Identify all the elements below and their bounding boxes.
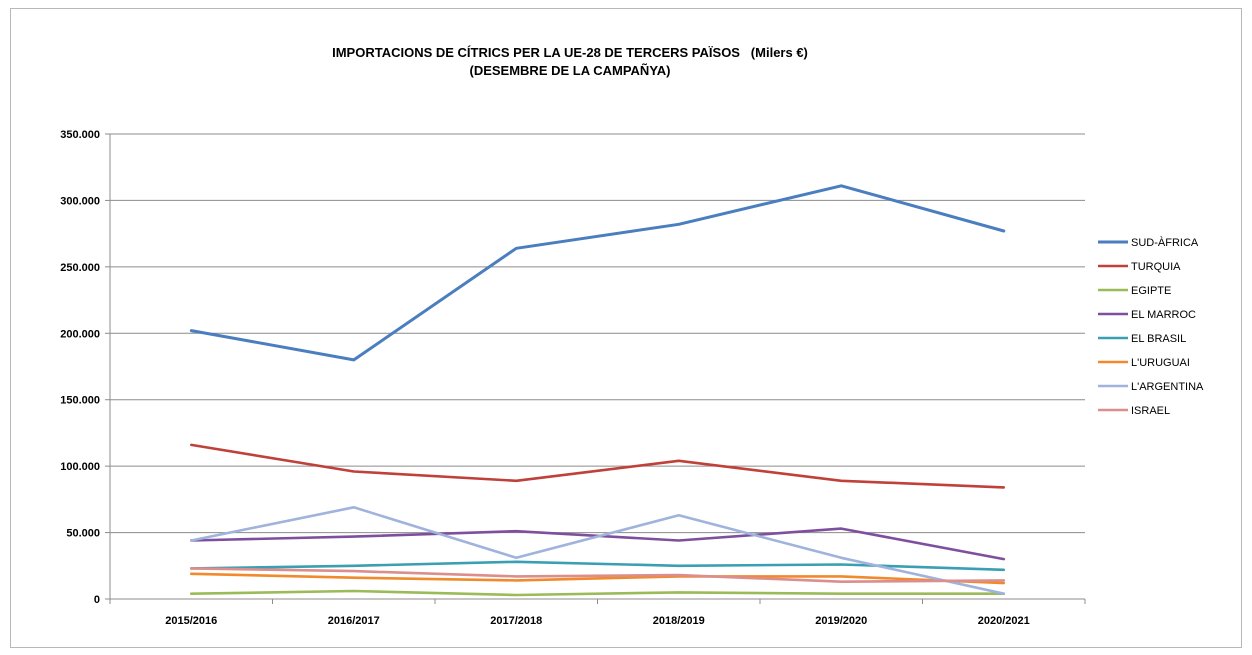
legend-label: EGIPTE (1131, 285, 1171, 297)
y-tick-label: 50.000 (66, 528, 100, 540)
series-line (189, 184, 1006, 362)
legend-label: L'ARGENTINA (1131, 381, 1204, 393)
x-tick-label: 2015/2016 (165, 615, 217, 627)
y-tick-label: 350.000 (60, 129, 100, 141)
series-line (190, 560, 1006, 572)
series-line (190, 527, 1006, 561)
legend-label: EL MARROC (1131, 309, 1196, 321)
legend-label: L'URUGUAI (1131, 357, 1190, 369)
legend-label: TURQUIA (1131, 261, 1181, 273)
legend: SUD-ÀFRICA TURQUIA EGIPTE EL MARROC EL BRASI… (1098, 236, 1204, 417)
series-lines (189, 184, 1006, 597)
y-tick-label: 250.000 (60, 262, 100, 274)
legend-label: SUD-ÀFRICA (1131, 236, 1199, 249)
x-tick-label: 2018/2019 (653, 615, 705, 627)
chart-subtitle: (DESEMBRE DE LA CAMPAÑYA) (469, 63, 671, 78)
axes: 0 50.000 100.000 150.000 200.000 250.000 300.0… (60, 129, 1086, 627)
series-line (190, 505, 1006, 596)
x-tick-label: 2017/2018 (490, 615, 542, 627)
legend-label: EL BRASIL (1131, 333, 1186, 345)
series-line (190, 443, 1006, 489)
y-tick-label: 0 (94, 594, 100, 606)
y-tick-label: 200.000 (60, 328, 100, 340)
gridlines (110, 133, 1085, 534)
x-tick-label: 2016/2017 (328, 615, 380, 627)
y-tick-label: 300.000 (60, 195, 100, 207)
series-line (190, 567, 1006, 584)
x-tick-label: 2019/2020 (815, 615, 867, 627)
legend-label: ISRAEL (1131, 405, 1170, 417)
x-tick-label: 2020/2021 (978, 615, 1030, 627)
series-line (190, 589, 1006, 597)
chart-title-block: IMPORTACIONS DE CÍTRICS PER LA UE-28 DE … (120, 44, 1020, 80)
chart-title: IMPORTACIONS DE CÍTRICS PER LA UE-28 DE … (332, 45, 808, 60)
y-tick-label: 150.000 (60, 395, 100, 407)
y-tick-label: 100.000 (60, 461, 100, 473)
chart-frame (10, 8, 1242, 648)
series-line (190, 572, 1006, 585)
